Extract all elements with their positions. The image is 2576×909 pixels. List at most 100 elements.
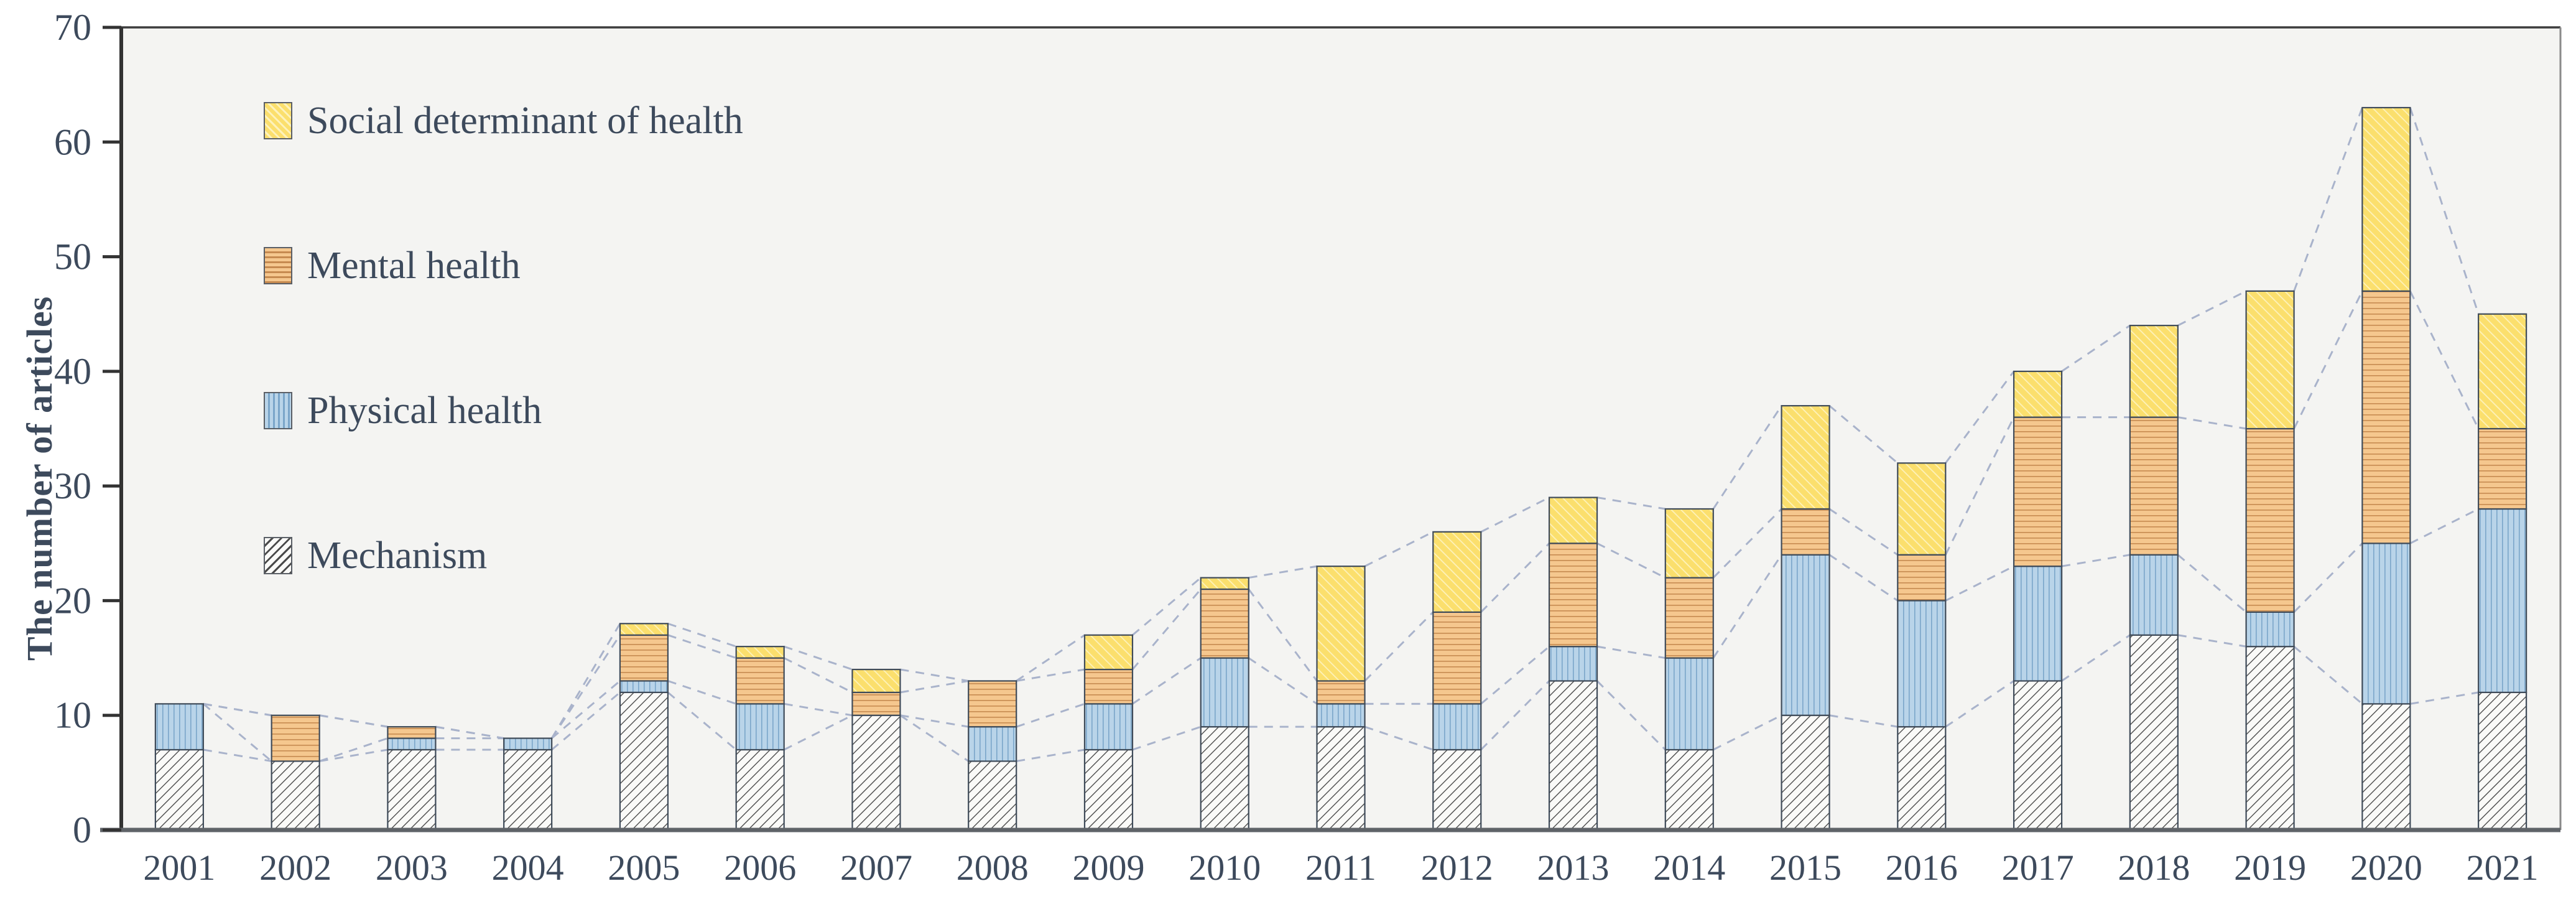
bar-segment-2014-mechanism xyxy=(1664,748,1714,831)
connector-line xyxy=(1829,714,1898,728)
bar-segment-2021-mechanism xyxy=(2478,691,2527,831)
connector-line xyxy=(1596,496,1666,510)
connector-line xyxy=(2177,290,2247,327)
connector-line xyxy=(900,714,969,728)
legend-item-mental-health: Mental health xyxy=(264,242,743,289)
connector-line xyxy=(1712,405,1782,510)
connector-line xyxy=(2061,554,2131,567)
bar-segment-2019-mechanism xyxy=(2245,646,2295,831)
bar-segment-2016-social-determinant-of-health xyxy=(1897,462,1947,556)
bar-segment-2008-mechanism xyxy=(968,760,1017,831)
connector-line xyxy=(1016,668,1085,682)
y-tick-label: 70 xyxy=(54,7,91,48)
bar-segment-2011-physical-health xyxy=(1316,703,1366,728)
bar-segment-2020-mechanism xyxy=(2361,703,2411,831)
connector-line xyxy=(2061,324,2131,373)
connector-line xyxy=(1248,657,1318,705)
bar-segment-2002-mental-health xyxy=(271,714,320,762)
bar-segment-2009-social-determinant-of-health xyxy=(1083,634,1134,671)
bar-segment-2003-mental-health xyxy=(387,726,437,739)
x-tick-label: 2014 xyxy=(1653,847,1725,888)
connector-line xyxy=(203,702,272,717)
x-tick-label: 2009 xyxy=(1072,847,1144,888)
x-tick-label: 2019 xyxy=(2234,847,2306,888)
bar-segment-2015-mechanism xyxy=(1781,714,1830,831)
bar-segment-2006-mechanism xyxy=(735,748,785,831)
connector-line xyxy=(435,725,504,740)
legend-swatch-mental-icon xyxy=(264,247,292,284)
connector-line xyxy=(1713,714,1782,751)
y-tick-label: 40 xyxy=(54,351,91,392)
bar-segment-2014-social-determinant-of-health xyxy=(1664,508,1714,579)
y-tick-label: 0 xyxy=(73,809,91,851)
x-axis-labels: 2001 2002 2003 2004 2005 2006 2007 2008 2009 2010… xyxy=(143,847,2538,888)
legend-swatch-physical-icon xyxy=(264,392,292,429)
bar-segment-2012-mechanism xyxy=(1432,748,1482,831)
connector-line xyxy=(2410,691,2479,705)
bar-segment-2011-social-determinant-of-health xyxy=(1316,566,1366,682)
connector-line xyxy=(1016,702,1085,728)
bar-segment-2012-social-determinant-of-health xyxy=(1432,531,1482,613)
x-tick-label: 2002 xyxy=(259,847,331,888)
bar-segment-2005-physical-health xyxy=(619,680,669,693)
y-axis-ticks: 0 10 20 30 40 50 60 70 xyxy=(54,7,121,851)
legend-label-physical: Physical health xyxy=(307,389,542,432)
connector-line xyxy=(784,645,853,671)
bar-segment-2005-social-determinant-of-health xyxy=(619,623,669,636)
x-tick-label: 2012 xyxy=(1421,847,1493,888)
bar-segment-2013-physical-health xyxy=(1548,646,1598,682)
connector-line xyxy=(1364,531,1434,567)
connector-line xyxy=(784,702,853,717)
connector-line xyxy=(1480,496,1550,533)
bar-segment-2015-mental-health xyxy=(1781,508,1830,556)
bar-segment-2021-mental-health xyxy=(2478,427,2527,510)
y-tick-label: 60 xyxy=(54,121,91,162)
y-tick-label: 30 xyxy=(54,465,91,506)
legend-item-social-determinant: Social determinant of health xyxy=(264,97,743,144)
bar-segment-2010-physical-health xyxy=(1200,657,1249,728)
bar-segment-2013-mental-health xyxy=(1548,543,1598,648)
legend-item-physical-health: Physical health xyxy=(264,387,743,434)
bar-segment-2003-mechanism xyxy=(387,748,437,831)
connector-lines xyxy=(202,107,2480,762)
y-tick-label: 10 xyxy=(54,695,91,736)
connector-line xyxy=(1944,416,2015,556)
connector-line xyxy=(1712,554,1782,659)
connector-line xyxy=(550,623,621,739)
connector-line xyxy=(2409,508,2479,544)
x-tick-label: 2004 xyxy=(492,847,564,888)
connector-line xyxy=(319,714,388,728)
connector-line xyxy=(900,679,969,694)
bar-segment-2013-mechanism xyxy=(1548,680,1598,831)
connector-line xyxy=(667,680,737,705)
x-tick-label: 2007 xyxy=(840,847,912,888)
connector-line xyxy=(2293,107,2363,292)
connector-line xyxy=(2293,543,2363,613)
bar-segment-2016-mental-health xyxy=(1897,554,1947,602)
bar-segment-2020-mental-health xyxy=(2361,290,2411,544)
connector-line xyxy=(784,657,853,694)
bar-segment-2017-mechanism xyxy=(2013,680,2063,831)
x-tick-label: 2020 xyxy=(2350,847,2422,888)
connector-line xyxy=(2409,107,2480,315)
bar-segment-2001-physical-health xyxy=(154,703,204,751)
connector-line xyxy=(667,634,737,659)
legend-label-social: Social determinant of health xyxy=(307,99,743,142)
bar-segment-2018-mental-health xyxy=(2129,416,2179,556)
x-tick-label: 2001 xyxy=(143,847,215,888)
connector-line xyxy=(1364,725,1434,751)
bar-segment-2021-physical-health xyxy=(2478,508,2527,693)
connector-line xyxy=(1131,589,1202,670)
bar-segment-2021-social-determinant-of-health xyxy=(2478,313,2527,430)
connector-line xyxy=(319,748,388,762)
x-tick-label: 2011 xyxy=(1305,847,1376,888)
x-tick-label: 2003 xyxy=(376,847,448,888)
connector-line xyxy=(1132,725,1202,751)
bar-segment-2005-mechanism xyxy=(619,691,669,831)
connector-line xyxy=(1016,634,1085,682)
connector-line xyxy=(1480,680,1550,751)
bar-segment-2006-mental-health xyxy=(735,657,785,705)
bar-segment-2008-mental-health xyxy=(968,680,1017,728)
connector-line xyxy=(1945,680,2014,728)
